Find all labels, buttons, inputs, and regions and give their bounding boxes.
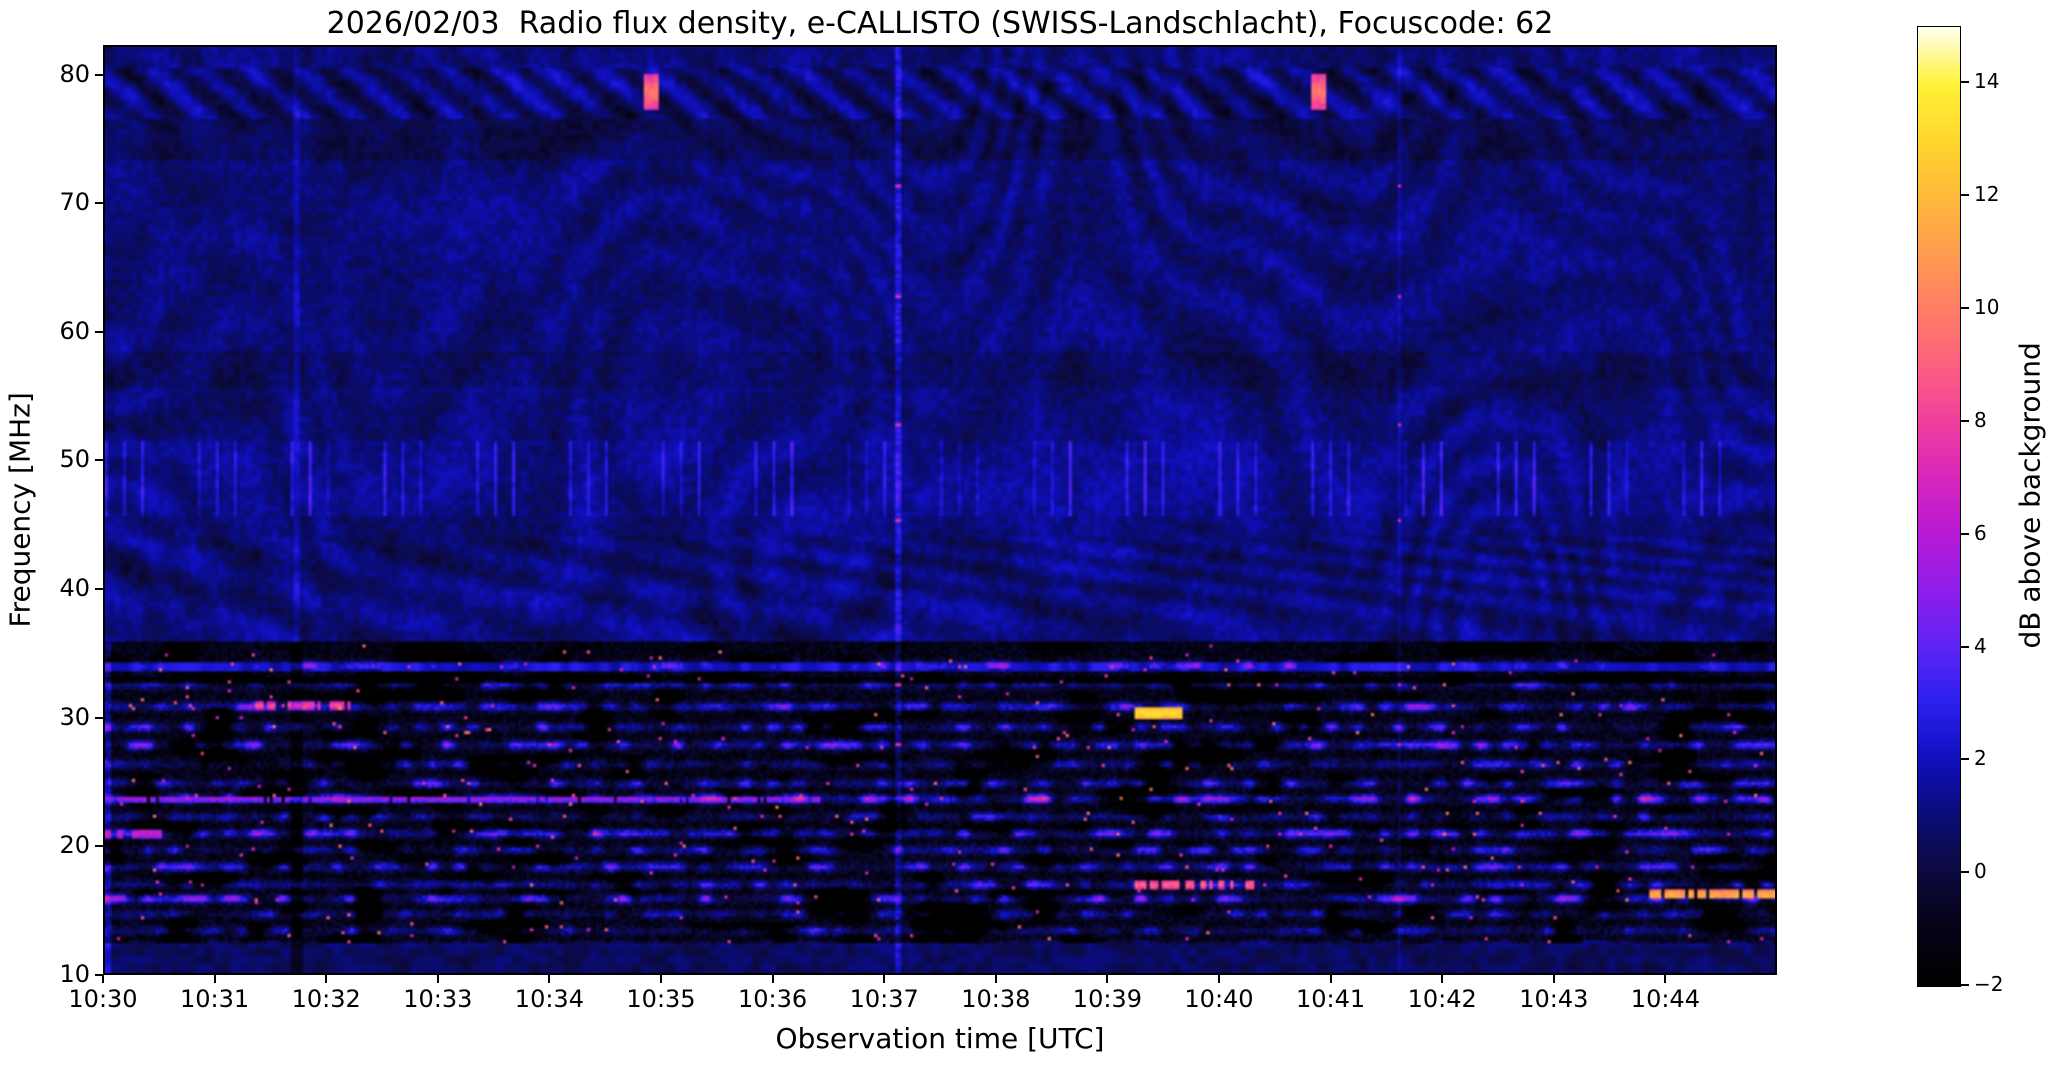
colorbar-tick-label: −2 [1974, 972, 2004, 996]
y-tick-label: 20 [59, 831, 90, 860]
x-tick-label: 10:38 [961, 985, 1031, 1013]
x-tick-label: 10:39 [1072, 985, 1142, 1013]
y-tick [95, 459, 103, 462]
colorbar-tick-label: 14 [1974, 69, 2000, 94]
y-tick-label: 70 [59, 188, 90, 217]
colorbar-label: dB above background [2013, 342, 2047, 649]
x-tick [325, 975, 328, 983]
x-tick [102, 975, 104, 983]
x-tick-label: 10:31 [180, 985, 250, 1013]
colorbar-tick [1961, 419, 1969, 422]
x-tick [1664, 975, 1667, 983]
colorbar-tick-label: 2 [1974, 746, 1987, 771]
x-tick-label: 10:44 [1630, 985, 1700, 1013]
colorbar-tick-label: 0 [1974, 859, 1987, 884]
y-tick [95, 845, 103, 848]
plot-area [103, 45, 1777, 975]
y-tick-label: 40 [59, 574, 90, 603]
colorbar [1917, 26, 1961, 987]
y-tick [95, 716, 103, 719]
x-axis-label: Observation time [UTC] [775, 1022, 1105, 1055]
colorbar-tick-label: 10 [1974, 295, 2000, 320]
colorbar-tick [1961, 81, 1969, 84]
chart-title: 2026/02/03 Radio flux density, e-CALLIST… [326, 6, 1554, 41]
x-tick-label: 10:35 [626, 985, 696, 1013]
colorbar-tick [1961, 307, 1969, 310]
x-tick-label: 10:41 [1296, 985, 1366, 1013]
colorbar-tick [1961, 758, 1969, 761]
colorbar-tick [1961, 984, 1969, 986]
x-tick-label: 10:33 [403, 985, 473, 1013]
x-tick [1552, 975, 1555, 983]
colorbar-gradient [1918, 27, 1960, 986]
colorbar-tick-label: 12 [1974, 182, 2000, 207]
x-tick-label: 10:42 [1407, 985, 1477, 1013]
y-tick [95, 73, 103, 76]
spectrogram-canvas [105, 47, 1775, 973]
x-tick [660, 975, 662, 983]
y-tick [95, 588, 103, 591]
y-tick-label: 10 [59, 960, 90, 988]
x-tick [883, 975, 886, 983]
x-tick-label: 10:43 [1519, 985, 1589, 1013]
colorbar-tick [1961, 871, 1969, 874]
colorbar-tick-label: 4 [1974, 633, 1987, 658]
x-tick [213, 975, 216, 983]
x-tick [436, 975, 439, 983]
colorbar-tick-label: 8 [1974, 407, 1987, 432]
x-tick-label: 10:37 [849, 985, 919, 1013]
x-tick-label: 10:34 [514, 985, 584, 1013]
x-tick [771, 975, 774, 983]
x-tick-label: 10:32 [291, 985, 361, 1013]
x-tick-label: 10:40 [1184, 985, 1254, 1013]
x-tick [1218, 975, 1220, 983]
x-tick [994, 975, 997, 983]
x-tick-label: 10:30 [68, 985, 138, 1013]
y-tick [95, 330, 103, 333]
y-tick-label: 80 [59, 59, 90, 88]
y-tick-label: 60 [59, 316, 90, 345]
y-tick-label: 50 [59, 445, 90, 474]
y-tick [95, 202, 103, 205]
x-tick [1329, 975, 1332, 983]
x-tick [548, 975, 551, 983]
x-tick [1441, 975, 1444, 983]
colorbar-tick [1961, 194, 1969, 197]
x-tick-label: 10:36 [738, 985, 808, 1013]
y-axis-label: Frequency [MHz] [3, 392, 37, 628]
y-tick [95, 974, 103, 976]
x-tick [1106, 975, 1109, 983]
colorbar-tick-label: 6 [1974, 520, 1987, 545]
y-tick-label: 30 [59, 702, 90, 731]
colorbar-tick [1961, 532, 1969, 535]
colorbar-tick [1961, 645, 1969, 648]
